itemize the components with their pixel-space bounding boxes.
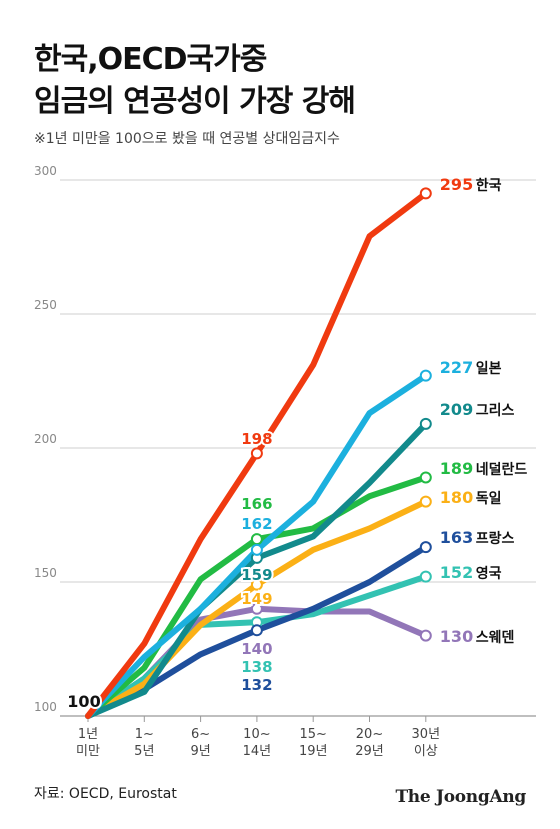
x-tick-label-line: 6~ — [191, 727, 210, 742]
mid-value-label: 159 — [241, 566, 272, 584]
mid-value-label: 138 — [241, 658, 272, 676]
end-value-label: 295 — [440, 175, 473, 194]
mid-value-label: 132 — [241, 676, 272, 694]
x-tick-label-line: 1~ — [135, 727, 154, 742]
x-tick-label-line: 9년 — [190, 744, 210, 759]
series-name-label: 그리스 — [476, 403, 515, 419]
x-tick-label-line: 29년 — [355, 744, 384, 759]
data-point-marker — [250, 533, 263, 546]
data-point-marker — [419, 495, 432, 508]
x-tick-label: 10~ 14년 — [243, 727, 272, 759]
x-tick-label-line: 1년 — [78, 727, 98, 742]
x-tick-label-line: 5년 — [134, 744, 154, 759]
x-tick-label-line: 14년 — [243, 744, 272, 759]
x-tick-label: 20~ 29년 — [355, 727, 384, 759]
chart-title-line1: 한국,OECD국가중 — [34, 42, 267, 77]
y-tick-label: 150 — [34, 566, 57, 580]
end-value-label: 189 — [440, 459, 473, 478]
start-value-label: 100 — [67, 692, 100, 711]
data-point-marker — [250, 602, 263, 615]
y-axis-ticks: 100 150 200 250 300 — [34, 164, 57, 714]
mid-value-label: 162 — [241, 515, 272, 533]
x-tick-label: 1~ 5년 — [134, 727, 154, 759]
end-value-label: 227 — [440, 358, 473, 377]
chart-subtitle: ※1년 미만을 100으로 봤을 때 연공별 상대임금지수 — [34, 131, 340, 147]
mid-value-label: 166 — [241, 495, 272, 513]
data-point-marker — [419, 541, 432, 554]
data-point-marker — [419, 570, 432, 583]
y-tick-label: 100 — [34, 700, 57, 714]
brand-logo: The JoongAng — [395, 787, 526, 807]
series-name-label: 한국 — [476, 178, 502, 194]
mid-value-label: 140 — [241, 640, 272, 658]
data-point-marker — [250, 624, 263, 637]
x-tick-label-line: 15~ — [299, 727, 326, 742]
x-tick-label-line: 10~ — [243, 727, 270, 742]
y-tick-label: 300 — [34, 164, 57, 178]
series-markers — [250, 187, 432, 642]
y-tick-label: 200 — [34, 432, 57, 446]
gridlines — [60, 179, 536, 717]
mid-value-label: 149 — [241, 590, 272, 608]
data-point-marker — [419, 471, 432, 484]
end-value-label: 152 — [440, 563, 473, 582]
data-point-marker — [250, 447, 263, 460]
series-name-label: 독일 — [476, 491, 502, 507]
data-point-marker — [250, 543, 263, 556]
x-tick-label-line: 20~ — [356, 727, 383, 742]
x-tick-label: 15~ 19년 — [299, 727, 328, 759]
series-name-label: 네덜란드 — [476, 461, 528, 478]
series-name-label: 스웨덴 — [476, 630, 515, 646]
series-name-label: 영국 — [476, 565, 502, 582]
end-value-label: 163 — [440, 528, 473, 547]
x-tick-label-line: 30년 — [412, 727, 441, 742]
y-tick-label: 250 — [34, 298, 57, 312]
mid-value-label: 198 — [241, 430, 272, 448]
source-note: 자료: OECD, Eurostat — [34, 786, 177, 802]
end-value-label: 209 — [440, 400, 473, 419]
x-tick-label-line: 이상 — [414, 744, 438, 759]
x-tick-label-line: 19년 — [299, 744, 328, 759]
data-point-marker — [250, 578, 263, 591]
data-point-marker — [419, 417, 432, 430]
end-value-label: 130 — [440, 627, 473, 646]
x-tick-label-line: 미만 — [76, 744, 100, 759]
series-name-label: 일본 — [476, 361, 502, 377]
chart-title-line2: 임금의 연공성이 가장 강해 — [34, 84, 356, 119]
end-value-label: 180 — [440, 488, 473, 507]
data-point-marker — [419, 187, 432, 200]
series-name-label: 프랑스 — [476, 531, 515, 547]
data-point-marker — [419, 629, 432, 642]
x-tick-label: 6~ 9년 — [190, 727, 210, 759]
data-point-marker — [419, 369, 432, 382]
